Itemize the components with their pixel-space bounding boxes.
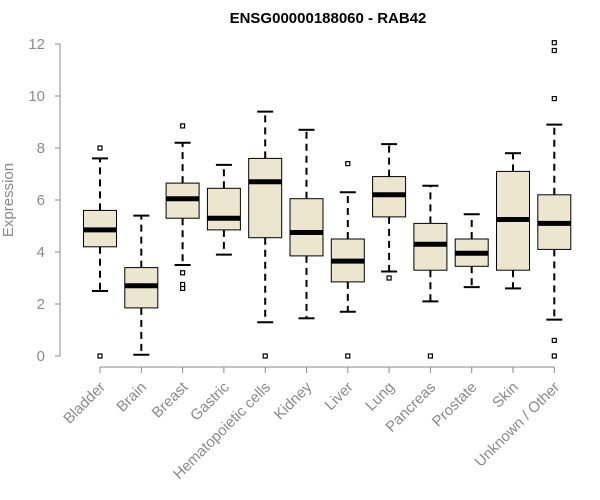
x-tick-label: Breast: [149, 378, 192, 421]
outlier-point: [97, 353, 103, 359]
y-tick-label: 10: [28, 88, 45, 105]
box-group: [454, 213, 489, 289]
x-tick-label: Bladder: [60, 379, 109, 428]
outlier-point: [551, 40, 557, 46]
x-tick-label: Lung: [362, 379, 398, 415]
outlier-point: [427, 353, 433, 359]
y-tick-label: 2: [37, 296, 45, 313]
box-group: [289, 128, 324, 320]
box-group: [248, 110, 283, 359]
outlier-point: [551, 353, 557, 359]
box-group: [413, 184, 448, 359]
box-group: [330, 161, 365, 359]
outlier-point: [345, 161, 351, 167]
y-tick-label: 6: [37, 192, 45, 209]
outlier-point: [97, 145, 103, 151]
x-tick-label: Brain: [113, 379, 150, 416]
box-group: [83, 145, 117, 359]
y-axis-label: Expression: [0, 163, 17, 237]
outlier-point: [345, 353, 351, 359]
x-tick-label: Liver: [322, 379, 357, 414]
x-tick-label: Skin: [489, 379, 522, 412]
box-iqr: [206, 187, 241, 231]
x-tick-label: Prostate: [429, 379, 481, 431]
y-axis: 0 2 4 6 8 10 12: [28, 36, 61, 365]
y-tick-label: 12: [28, 36, 45, 53]
chart-title: ENSG00000188060 - RAB42: [230, 10, 427, 27]
box-iqr: [413, 222, 448, 271]
y-tick-label: 4: [37, 244, 45, 261]
box-group: [165, 123, 200, 291]
box-group: [496, 152, 530, 290]
box-iqr: [248, 157, 283, 239]
outlier-point: [180, 270, 186, 276]
outlier-point: [386, 275, 392, 281]
x-tick-label: Kidney: [271, 378, 316, 423]
y-tick-label: 8: [37, 140, 45, 157]
outlier-point: [551, 337, 557, 343]
outlier-point: [551, 95, 557, 102]
outlier-point: [551, 47, 557, 54]
y-tick-label: 0: [37, 348, 45, 365]
box-group: [124, 214, 159, 356]
box-iqr: [289, 198, 324, 257]
box-group: [372, 143, 407, 281]
outlier-point: [180, 123, 186, 129]
outlier-point: [180, 281, 186, 288]
plot-area: [83, 40, 572, 359]
outlier-point: [262, 353, 268, 359]
box-group: [206, 163, 241, 256]
box-group: [537, 40, 572, 359]
